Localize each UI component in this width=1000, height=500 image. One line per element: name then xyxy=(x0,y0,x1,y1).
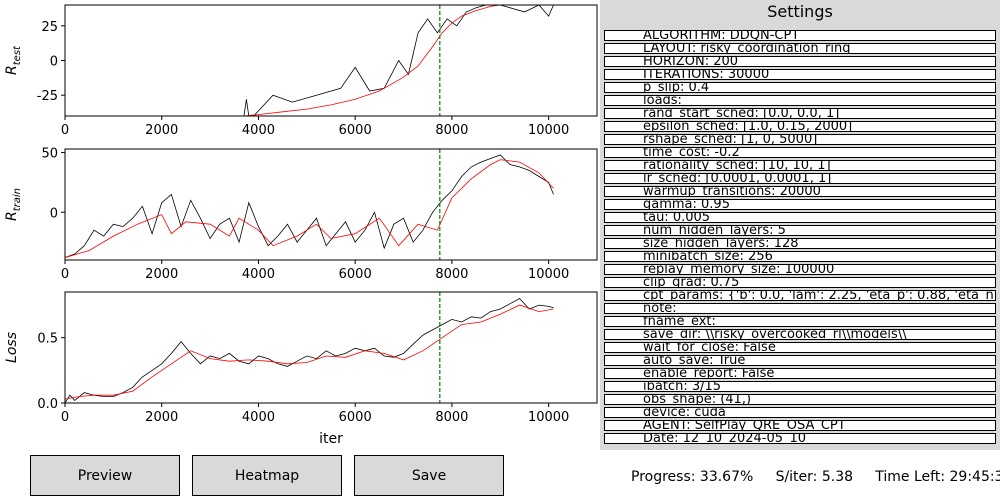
training-charts: 0 2000 4000 6000 8000 10000 -25 0 25 Rtest 0 2000 4… xyxy=(4,4,598,447)
settings-item: obs_shape: (41,) xyxy=(604,394,996,405)
x-tick-label: 4000 xyxy=(242,123,275,138)
chart-test-reward: 0 2000 4000 6000 8000 10000 -25 0 25 Rtest xyxy=(4,4,598,138)
s-per-iter-text: S/iter: 5.38 xyxy=(775,469,854,485)
x-tick-label: 0 xyxy=(61,267,69,282)
raw-series-line xyxy=(65,154,554,258)
settings-item: fname_ext: xyxy=(604,316,996,327)
settings-item: size_hidden_layers: 128 xyxy=(604,238,996,249)
x-tick-label: 8000 xyxy=(435,410,468,425)
settings-item: cpt_params: {'b': 0.0, 'lam': 2.25, 'eta… xyxy=(604,290,996,301)
settings-item: p_slip: 0.4 xyxy=(604,82,996,93)
settings-item: note: xyxy=(604,303,996,314)
settings-item: gamma: 0.95 xyxy=(604,199,996,210)
settings-item: minibatch_size: 256 xyxy=(604,251,996,262)
axes-frame xyxy=(64,291,598,404)
settings-item: HORIZON: 200 xyxy=(604,56,996,67)
settings-item: Date: 12_10_2024-05_10 xyxy=(604,433,996,444)
preview-button[interactable]: Preview xyxy=(30,455,180,496)
settings-item: ALGORITHM: DDQN-CPT xyxy=(604,30,996,41)
x-tick-label: 10000 xyxy=(528,267,569,282)
settings-item: device: cuda xyxy=(604,407,996,418)
x-tick-label: 10000 xyxy=(528,123,569,138)
settings-item: enable_report: False xyxy=(604,368,996,379)
settings-item: auto_save: True xyxy=(604,355,996,366)
plots-area: 0 2000 4000 6000 8000 10000 -25 0 25 Rtest 0 2000 4… xyxy=(4,4,598,447)
settings-item: replay_memory_size: 100000 xyxy=(604,264,996,275)
settings-item: save_dir: \\risky_overcooked_rl\\models\… xyxy=(604,329,996,340)
time-left-text: Time Left: 29:45:37 xyxy=(875,469,1000,485)
settings-title: Settings xyxy=(767,2,833,21)
status-bar: Progress: 33.67% S/iter: 5.38 Time Left:… xyxy=(631,469,1000,485)
x-tick-label: 4000 xyxy=(242,410,275,425)
chart-train-reward: 0 2000 4000 6000 8000 10000 0 50 Rtrain xyxy=(4,147,598,282)
x-tick-label: 2000 xyxy=(145,410,178,425)
y-axis-label: Loss xyxy=(4,332,20,363)
x-tick-label: 4000 xyxy=(242,267,275,282)
x-tick-label: 0 xyxy=(61,410,69,425)
settings-item: time_cost: -0.2 xyxy=(604,147,996,158)
chart-loss: 0 2000 4000 6000 8000 10000 0.0 0.5 Loss iter xyxy=(4,291,598,447)
y-tick-label: 0.5 xyxy=(37,332,58,347)
x-axis-label: iter xyxy=(319,431,343,447)
axes-frame xyxy=(64,4,598,117)
x-tick-label: 6000 xyxy=(339,267,372,282)
axes-frame xyxy=(64,148,598,261)
settings-item: clip_grad: 0.75 xyxy=(604,277,996,288)
y-tick-label: -25 xyxy=(37,89,58,104)
x-tick-label: 2000 xyxy=(145,123,178,138)
x-tick-label: 2000 xyxy=(145,267,178,282)
smoothed-series-line xyxy=(65,5,554,116)
x-tick-label: 10000 xyxy=(528,410,569,425)
settings-item: rshape_sched: [1, 0, 5000] xyxy=(604,134,996,145)
settings-item: AGENT: SelfPlay_QRE_OSA_CPT xyxy=(604,420,996,431)
y-tick-label: 50 xyxy=(41,147,58,162)
save-button[interactable]: Save xyxy=(354,455,504,496)
settings-item: warmup_transitions: 20000 xyxy=(604,186,996,197)
settings-item: rand_start_sched: [0.0, 0.0, 1] xyxy=(604,108,996,119)
y-tick-label: 0.0 xyxy=(37,397,58,412)
settings-item: lr_sched: [0.0001, 0.0001, 1] xyxy=(604,173,996,184)
y-axis-label: Rtest xyxy=(4,45,23,75)
settings-item: ITERATIONS: 30000 xyxy=(604,69,996,80)
y-axis-label: Rtrain xyxy=(4,188,23,221)
settings-item: tau: 0.005 xyxy=(604,212,996,223)
settings-item: wait_for_close: False xyxy=(604,342,996,353)
progress-text: Progress: 33.67% xyxy=(631,469,754,485)
x-tick-label: 6000 xyxy=(339,123,372,138)
smoothed-series-line xyxy=(65,304,554,400)
settings-item: num_hidden_layers: 5 xyxy=(604,225,996,236)
y-tick-label: 25 xyxy=(41,20,58,35)
settings-item: ibatch: 3/15 xyxy=(604,381,996,392)
x-tick-label: 0 xyxy=(61,123,69,138)
settings-item: loads: xyxy=(604,95,996,106)
settings-item: rationality_sched: [10, 10, 1] xyxy=(604,160,996,171)
x-tick-label: 8000 xyxy=(435,267,468,282)
x-tick-label: 6000 xyxy=(339,410,372,425)
settings-item: LAYOUT: risky_coordination_ring xyxy=(604,43,996,54)
settings-item: epsilon_sched: [1.0, 0.15, 2000] xyxy=(604,121,996,132)
raw-series-line xyxy=(65,297,554,403)
y-tick-label: 0 xyxy=(50,55,58,70)
x-tick-label: 8000 xyxy=(435,123,468,138)
raw-series-line xyxy=(65,5,554,116)
y-tick-label: 0 xyxy=(50,206,58,221)
heatmap-button[interactable]: Heatmap xyxy=(192,455,342,496)
smoothed-series-line xyxy=(65,159,554,258)
